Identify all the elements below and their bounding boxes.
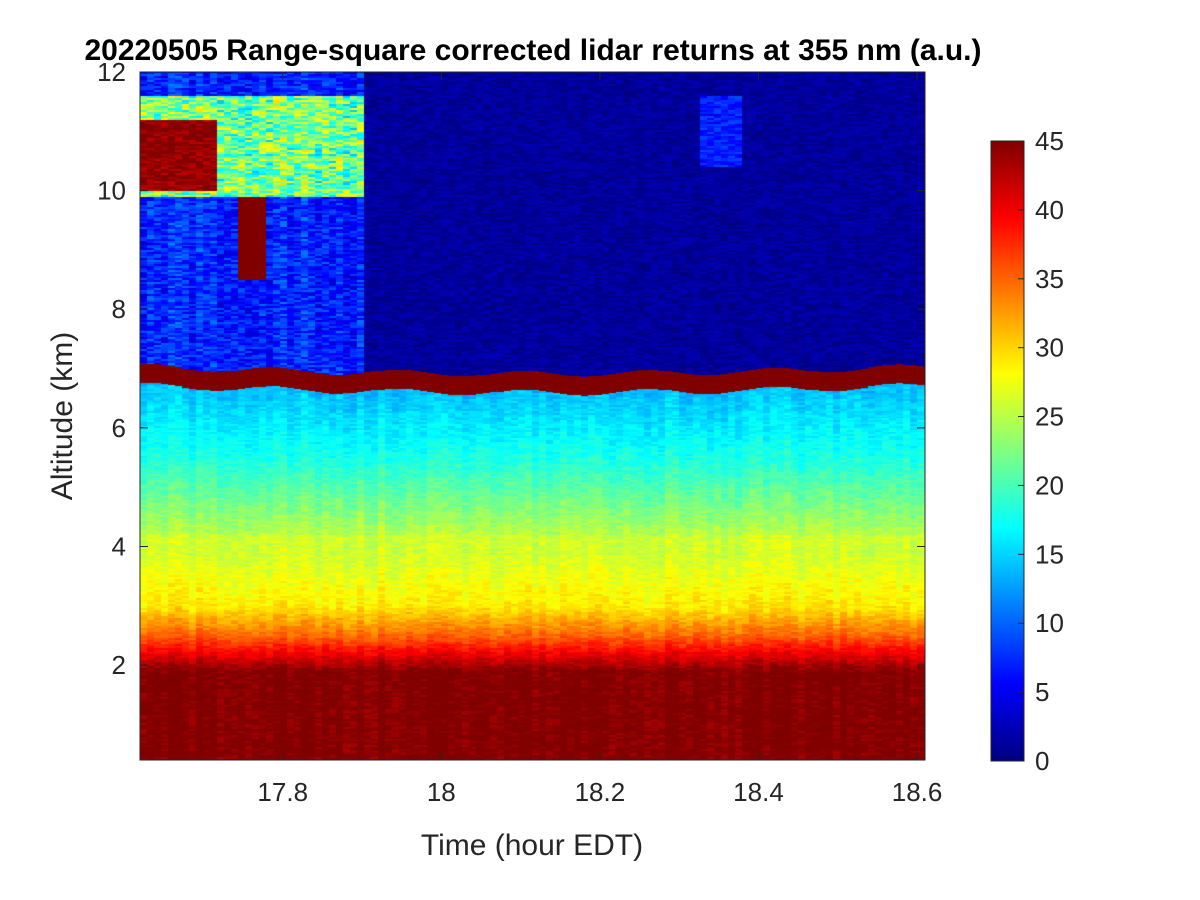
- y-axis-ticks: 2 4 6 8 10 12: [97, 57, 925, 680]
- y-tick-label: 2: [112, 650, 126, 680]
- colorbar-tick-label: 25: [1035, 402, 1064, 432]
- x-tick-label: 17.8: [257, 777, 308, 807]
- x-axis-label: Time (hour EDT): [421, 829, 643, 862]
- y-tick-label: 10: [97, 176, 126, 206]
- x-axis-ticks: 17.8 18 18.2 18.4 18.6: [257, 72, 942, 807]
- colorbar-tick-label: 40: [1035, 195, 1064, 225]
- colorbar-tick-label: 15: [1035, 539, 1064, 569]
- plot-area: 17.8 18 18.2 18.4 18.6 2 4 6 8 10 12: [97, 57, 942, 807]
- colorbar: 0 5 10 15 20 25 30 35 40 45: [990, 126, 1064, 776]
- y-tick-label: 4: [112, 531, 126, 561]
- x-tick-label: 18.6: [892, 777, 943, 807]
- heatmap-raster: [140, 72, 925, 760]
- colorbar-tick-label: 30: [1035, 333, 1064, 363]
- x-tick-label: 18.2: [575, 777, 626, 807]
- y-tick-label: 8: [112, 294, 126, 324]
- colorbar-gradient: [990, 140, 1025, 762]
- colorbar-tick-label: 10: [1035, 608, 1064, 638]
- colorbar-tick-label: 35: [1035, 264, 1064, 294]
- colorbar-tick-label: 0: [1035, 746, 1049, 776]
- colorbar-tick-label: 45: [1035, 126, 1064, 156]
- y-tick-label: 12: [97, 57, 126, 87]
- x-tick-label: 18: [427, 777, 456, 807]
- y-axis-label: Altitude (km): [46, 332, 79, 500]
- y-tick-label: 6: [112, 413, 126, 443]
- chart-title: 20220505 Range-square corrected lidar re…: [84, 34, 981, 67]
- colorbar-ticks: 0 5 10 15 20 25 30 35 40 45: [1018, 126, 1064, 776]
- plot-frame: [139, 71, 926, 761]
- x-tick-label: 18.4: [733, 777, 784, 807]
- colorbar-tick-label: 5: [1035, 677, 1049, 707]
- colorbar-tick-label: 20: [1035, 470, 1064, 500]
